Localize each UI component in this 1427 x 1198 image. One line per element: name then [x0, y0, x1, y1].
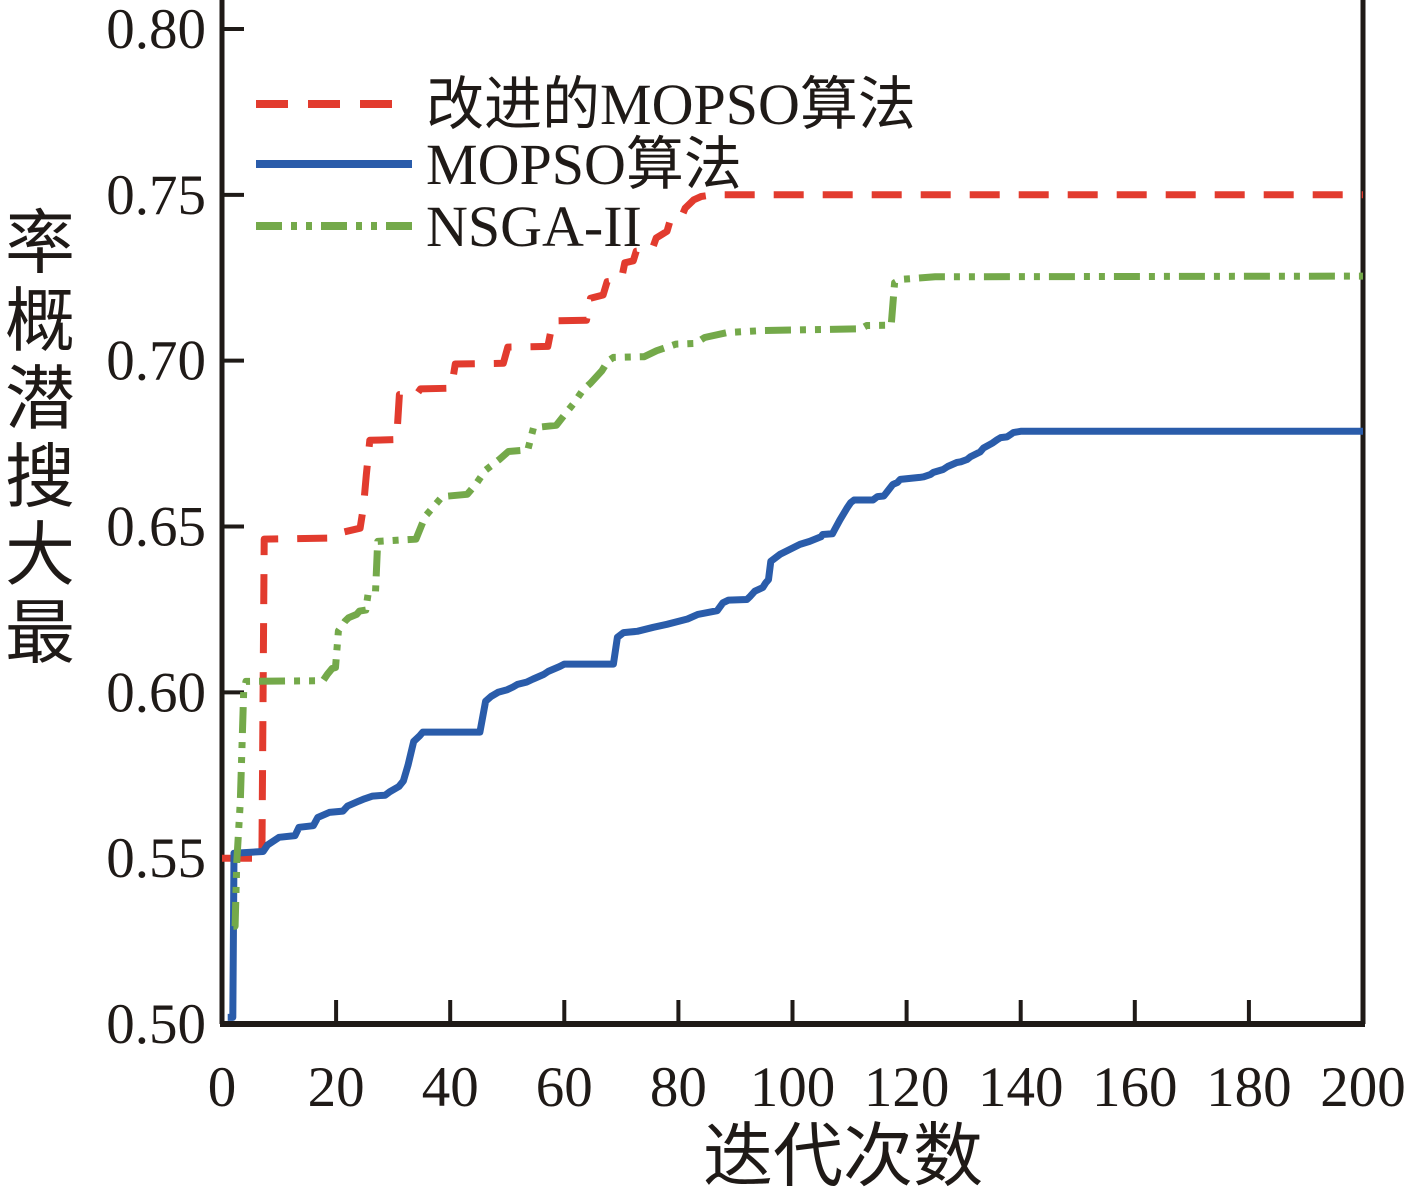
x-tick-label: 0 [208, 1056, 237, 1119]
legend-entry-nsga2: NSGA-II [256, 194, 642, 259]
y-tick-labels: 0.50 0.55 0.60 0.65 0.70 0.75 0.80 [106, 0, 206, 1056]
y-axis-title-char: 大 [5, 518, 75, 595]
y-axis-title-char: 概 [5, 284, 75, 361]
y-tick-label: 0.75 [106, 164, 206, 227]
series-line-1 [227, 427, 1363, 1021]
y-axis-title-char: 搜 [5, 440, 75, 517]
x-tick-label: 80 [650, 1056, 707, 1119]
x-axis-title: 迭代次数 [703, 1119, 983, 1196]
legend-entry-mopso: MOPSO算法 [256, 132, 742, 197]
x-tick-label: 120 [864, 1056, 950, 1119]
y-tick-label: 0.80 [106, 0, 206, 61]
legend: 改进的MOPSO算法 MOPSO算法 NSGA-II [256, 72, 916, 259]
x-tick-label: 200 [1320, 1056, 1406, 1119]
y-axis-title-char: 率 [5, 206, 75, 283]
legend-entry-improved-mopso: 改进的MOPSO算法 [256, 72, 916, 137]
y-tick-label: 0.55 [106, 827, 206, 890]
y-tick-label: 0.65 [106, 496, 206, 559]
y-axis-title-char: 潜 [5, 362, 75, 439]
x-tick-label: 100 [750, 1056, 836, 1119]
y-tick-label: 0.70 [106, 330, 206, 393]
x-tick-label: 60 [536, 1056, 593, 1119]
legend-label-mopso: MOPSO算法 [426, 132, 742, 197]
x-tick-label: 180 [1206, 1056, 1292, 1119]
y-tick-label: 0.60 [106, 661, 206, 724]
data-series [222, 191, 1364, 1021]
axes [219, 0, 1366, 1027]
x-tick-label: 140 [978, 1056, 1064, 1119]
legend-label-nsga2: NSGA-II [426, 194, 642, 259]
x-tick-label: 20 [308, 1056, 365, 1119]
series-line-0 [222, 191, 1363, 862]
series-line-2 [231, 272, 1364, 930]
y-tick-label: 0.50 [106, 993, 206, 1056]
legend-label-improved-mopso: 改进的MOPSO算法 [426, 72, 916, 137]
y-axis-title-char: 最 [5, 596, 75, 673]
x-tick-label: 160 [1092, 1056, 1178, 1119]
x-tick-label: 40 [422, 1056, 479, 1119]
x-tick-labels: 0 20 40 60 80 100 120 140 160 180 200 [208, 1056, 1406, 1119]
